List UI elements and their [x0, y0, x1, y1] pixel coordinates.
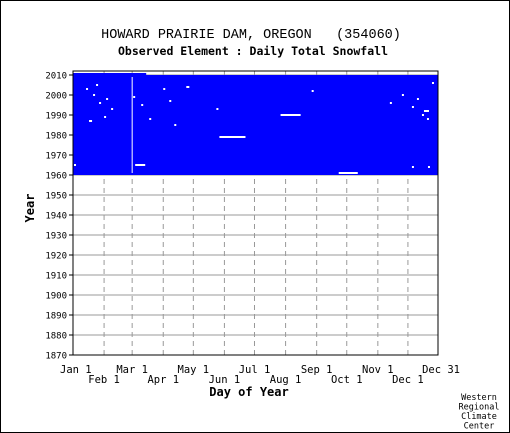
missing-point: [426, 118, 429, 120]
y-tick-label: 1880: [45, 332, 67, 342]
missing-segment: [219, 136, 246, 138]
credit-line: Regional: [459, 403, 500, 413]
credit-line: Western: [461, 393, 497, 403]
record-area: [73, 73, 438, 175]
missing-point: [216, 108, 219, 110]
missing-column: [131, 77, 133, 173]
y-axis-ticks: 2010 2000 1990 1980 1970 1960 1950 1940 1930 1920…: [45, 72, 73, 362]
missing-point: [96, 84, 99, 86]
missing-segment: [338, 172, 358, 174]
missing-point: [431, 82, 434, 84]
missing-point: [421, 114, 424, 116]
x-tick-label: Jul 1: [239, 364, 271, 376]
y-tick-label: 1900: [45, 292, 67, 302]
credit-line: Center: [464, 422, 495, 432]
record-block: [73, 76, 438, 175]
missing-point: [104, 116, 107, 118]
y-tick-label: 1990: [45, 112, 67, 122]
y-tick-label: 1980: [45, 132, 67, 142]
missing-point: [411, 166, 414, 168]
x-tick-label: Feb 1: [88, 374, 120, 386]
missing-segment: [89, 120, 93, 122]
missing-point: [74, 164, 77, 166]
x-tick-label: Dec 1: [392, 374, 424, 386]
missing-point: [174, 124, 177, 126]
y-axis-label: Year: [23, 194, 37, 223]
missing-data: [74, 77, 434, 174]
y-tick-label: 1890: [45, 312, 67, 322]
x-tick-label: Sep 1: [301, 364, 333, 376]
y-tick-label: 1950: [45, 192, 67, 202]
credit-line: Climate: [461, 412, 497, 422]
x-tick-label: Nov 1: [362, 364, 394, 376]
missing-point: [416, 98, 419, 100]
missing-point: [86, 88, 89, 90]
missing-segment: [135, 164, 146, 166]
missing-point: [311, 90, 314, 92]
x-axis-ticks: Jan 1 Mar 1 May 1 Jul 1 Sep 1 Nov 1 Dec 31 Feb …: [60, 364, 460, 386]
record-year-bar: [73, 75, 438, 78]
missing-segment: [423, 110, 429, 112]
x-tick-label: Aug 1: [270, 374, 302, 386]
missing-segment: [280, 114, 301, 116]
missing-point: [93, 94, 96, 96]
x-tick-label: Mar 1: [116, 364, 148, 376]
missing-point: [149, 118, 152, 120]
y-tick-label: 1910: [45, 272, 67, 282]
y-tick-label: 1970: [45, 152, 67, 162]
y-tick-label: 1940: [45, 212, 67, 222]
missing-point: [427, 166, 430, 168]
missing-point: [411, 106, 414, 108]
y-tick-label: 1960: [45, 172, 67, 182]
missing-point: [389, 102, 392, 104]
missing-point: [99, 102, 102, 104]
record-year-bar: [73, 73, 147, 76]
x-axis-label: Day of Year: [209, 385, 288, 399]
y-tick-label: 2010: [45, 72, 67, 82]
x-tick-label: Jan 1: [60, 364, 92, 376]
x-tick-label: Jun 1: [209, 374, 241, 386]
missing-point: [106, 98, 109, 100]
x-tick-label: Apr 1: [147, 374, 179, 386]
chart-title: HOWARD PRAIRIE DAM, OREGON (354060): [101, 28, 401, 43]
missing-point: [111, 108, 114, 110]
missing-point: [401, 94, 404, 96]
x-tick-label: Dec 31: [422, 364, 460, 376]
plot-border: [72, 70, 439, 356]
missing-point: [141, 104, 144, 106]
missing-point: [133, 96, 136, 98]
chart-subtitle: Observed Element : Daily Total Snowfall: [118, 44, 388, 58]
x-tick-label: May 1: [178, 364, 210, 376]
x-tick-label: Oct 1: [331, 374, 363, 386]
y-tick-label: 2000: [45, 92, 67, 102]
missing-point: [163, 88, 166, 90]
y-tick-label: 1870: [45, 352, 67, 362]
y-tick-label: 1930: [45, 232, 67, 242]
missing-segment: [186, 86, 190, 88]
missing-point: [169, 100, 172, 102]
y-tick-label: 1920: [45, 252, 67, 262]
